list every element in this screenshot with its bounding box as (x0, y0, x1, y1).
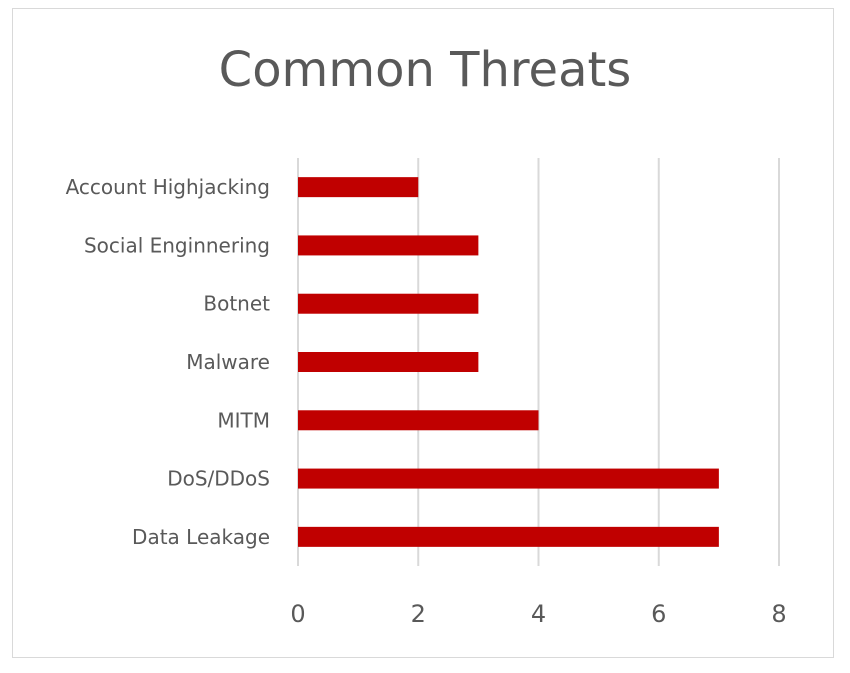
category-labels: Account Highjacking Social Enginnering Bot… (66, 175, 271, 549)
x-tick-label: 0 (290, 600, 305, 628)
x-tick-label: 8 (771, 600, 786, 628)
bar (298, 410, 539, 431)
category-label: DoS/DDoS (167, 467, 270, 491)
x-tick-labels: 0 2 4 6 8 (290, 600, 786, 628)
chart-frame (12, 8, 834, 658)
category-label: Social Enginnering (84, 233, 270, 257)
bars (298, 177, 719, 547)
category-label: Account Highjacking (66, 175, 270, 199)
category-label: MITM (217, 408, 270, 432)
bar (298, 352, 479, 372)
chart-title: Common Threats (218, 42, 632, 98)
bar (298, 468, 719, 489)
x-tick-label: 4 (531, 600, 546, 628)
bar (298, 293, 479, 314)
category-label: Botnet (203, 292, 270, 316)
x-tick-label: 2 (411, 600, 426, 628)
bar (298, 177, 419, 198)
x-tick-label: 6 (651, 600, 666, 628)
bar (298, 526, 719, 547)
category-label: Malware (186, 350, 270, 374)
bar (298, 235, 479, 256)
category-label: Data Leakage (132, 525, 270, 549)
